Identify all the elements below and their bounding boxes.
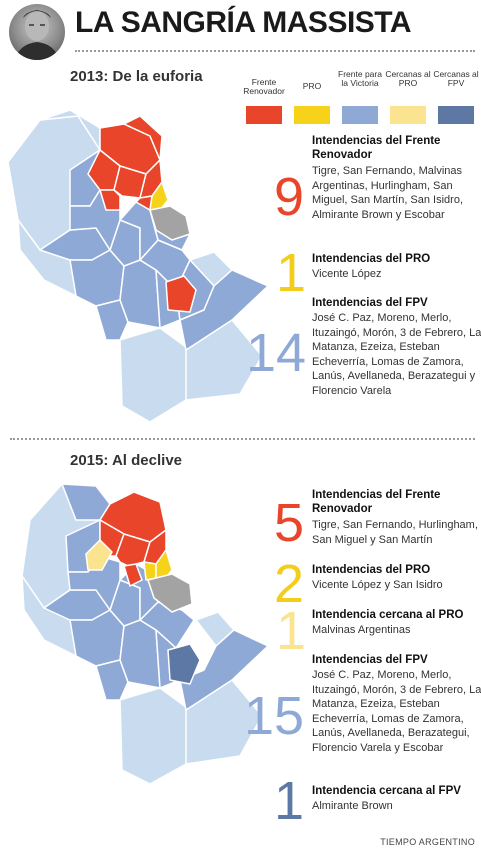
stat-text: Tigre, San Fernando, Malvinas Argentinas… <box>312 165 464 221</box>
stat-title: Intendencias del Frente Renovador <box>312 135 441 161</box>
section-divider <box>10 438 475 440</box>
stat-text: Tigre, San Fernando, Hurlingham, San Mig… <box>312 519 478 546</box>
stat-count: 1 <box>276 243 307 303</box>
stat-count: 2 <box>274 554 305 614</box>
district-caba <box>149 205 191 241</box>
stat-text: Vicente López y San Isidro <box>312 579 443 591</box>
stat-text: José C. Paz, Moreno, Merlo, Ituzaingó, M… <box>312 669 481 754</box>
district-fpv-4 <box>95 659 129 701</box>
stat-count: 14 <box>246 323 307 383</box>
stat-title: Intendencia cercana al FPV <box>312 785 461 797</box>
district-fr-escobar <box>123 115 163 161</box>
stat-count: 1 <box>276 601 307 661</box>
credit: TIEMPO ARGENTINO <box>380 837 475 847</box>
politician-photo <box>9 4 65 60</box>
map-legend: Frente Renovador PRO Frente para la Vict… <box>240 66 480 132</box>
section-title-2015: 2015: Al declive <box>70 452 183 469</box>
district-caba <box>147 573 193 613</box>
district-fpv-5 <box>119 619 161 689</box>
stat-title: Intendencia cercana al PRO <box>312 609 464 621</box>
district-nearfpv-almirantebrown <box>167 643 201 685</box>
district-fpv-8 <box>179 629 269 711</box>
header-divider <box>75 50 475 52</box>
stat-text: Malvinas Argentinas <box>312 624 411 636</box>
district-fpv-5 <box>119 259 161 329</box>
stat-text: Almirante Brown <box>312 800 393 812</box>
stat-title: Intendencias del FPV <box>312 654 428 666</box>
district-pro-vicentelopez <box>149 181 169 211</box>
header: LA SANGRÍA MASSISTA <box>0 0 481 60</box>
district-outer-south <box>119 687 191 785</box>
stat-count: 15 <box>244 686 305 746</box>
district-fr-almirantebrown <box>165 275 197 313</box>
district-pro-sanisidro <box>143 561 157 581</box>
stat-count: 5 <box>274 493 305 553</box>
district-fpv-9 <box>179 269 269 351</box>
page-title: LA SANGRÍA MASSISTA <box>75 6 412 39</box>
stat-count: 9 <box>274 167 305 227</box>
stat-title: Intendencias del PRO <box>312 253 431 265</box>
legend-swatch <box>390 106 426 124</box>
section-title-2013: 2013: De la euforia <box>70 68 203 85</box>
stat-text: Vicente López <box>312 268 382 280</box>
stat-title: Intendencias del Frente Renovador <box>312 489 441 515</box>
district-fr-hurlingham <box>113 165 147 199</box>
stat-title: Intendencias del FPV <box>312 297 428 309</box>
legend-swatch <box>294 106 330 124</box>
stat-count: 1 <box>274 771 305 831</box>
district-fpv-4 <box>95 299 129 341</box>
district-outer-south <box>119 327 191 423</box>
legend-swatch <box>246 106 282 124</box>
map-2013 <box>7 110 269 423</box>
stat-text: José C. Paz, Moreno, Merlo, Ituzaingó, M… <box>312 312 481 397</box>
district-fr-sanmartin <box>123 563 143 587</box>
stat-title: Intendencias del PRO <box>312 564 431 576</box>
map-2015 <box>21 483 269 785</box>
legend-swatch <box>342 106 378 124</box>
district-nearpro-malvinas <box>85 539 113 571</box>
legend-swatch <box>438 106 474 124</box>
district-fr-malvinas <box>99 189 121 211</box>
